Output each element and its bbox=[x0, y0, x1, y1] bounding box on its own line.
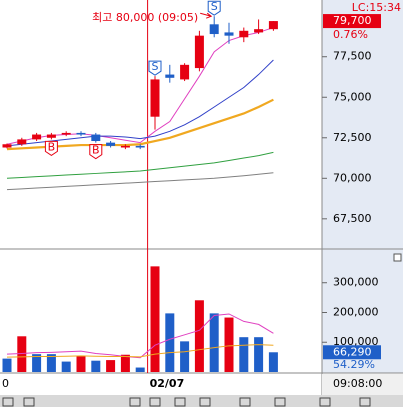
pane-menu-icon[interactable] bbox=[393, 253, 402, 262]
y-tick-label: 70,000 bbox=[333, 171, 372, 184]
volume-bar bbox=[46, 354, 56, 372]
volume-bar bbox=[32, 354, 42, 372]
candle-body bbox=[239, 30, 249, 38]
current-volume-label: 66,290 bbox=[333, 345, 372, 358]
tool-icon[interactable] bbox=[129, 397, 141, 407]
candle-body bbox=[150, 79, 160, 117]
last-update: LC:15:34 bbox=[352, 1, 401, 14]
toolbar bbox=[0, 395, 403, 407]
tool-icon[interactable] bbox=[2, 397, 14, 407]
candle-body bbox=[91, 134, 101, 142]
signal-marker bbox=[148, 60, 162, 76]
candle-body bbox=[61, 132, 71, 135]
high-annotation: 최고 80,000 (09:05) bbox=[92, 11, 198, 24]
signal-marker bbox=[44, 140, 58, 156]
tool-icon[interactable] bbox=[174, 397, 186, 407]
volume-average-line bbox=[6, 344, 274, 358]
volume-bar bbox=[254, 337, 264, 372]
moving-average-line bbox=[6, 151, 274, 179]
candle-body bbox=[254, 29, 264, 33]
signal-marker bbox=[207, 0, 221, 16]
y-tick-label: 77,500 bbox=[333, 50, 372, 63]
y-tick-label: 300,000 bbox=[333, 276, 379, 289]
current-volume-box bbox=[323, 345, 381, 360]
signal-label: S bbox=[211, 0, 218, 13]
volume-bar bbox=[239, 337, 249, 372]
price-axis-panel bbox=[322, 0, 403, 373]
volume-ratio: 54.29% bbox=[333, 358, 375, 371]
candle-body bbox=[224, 32, 234, 36]
candle-body bbox=[46, 134, 56, 138]
volume-bar bbox=[224, 317, 234, 372]
tool-icon[interactable] bbox=[274, 397, 286, 407]
volume-average-line bbox=[6, 313, 274, 359]
volume-bar bbox=[150, 266, 160, 372]
volume-bar bbox=[61, 361, 71, 372]
volume-bar bbox=[91, 360, 101, 372]
volume-bar bbox=[76, 355, 86, 372]
candle-body bbox=[17, 139, 27, 145]
volume-bar bbox=[180, 341, 190, 372]
candle-body bbox=[120, 145, 130, 148]
current-price-box bbox=[323, 14, 381, 29]
signal-label: B bbox=[48, 140, 56, 153]
tool-icon[interactable] bbox=[359, 397, 371, 407]
moving-average-line bbox=[6, 172, 274, 191]
tool-icon[interactable] bbox=[199, 397, 211, 407]
tool-icon[interactable] bbox=[239, 397, 251, 407]
y-tick-label: 67,500 bbox=[333, 212, 372, 225]
tool-icon[interactable] bbox=[149, 397, 161, 407]
x-tick-label: 02/07 bbox=[150, 377, 185, 390]
volume-bar bbox=[17, 336, 27, 372]
candle-body bbox=[2, 144, 12, 148]
volume-bar bbox=[194, 300, 204, 372]
y-tick-label: 75,000 bbox=[333, 90, 372, 103]
current-price-label: 79,700 bbox=[333, 14, 372, 27]
volume-bar bbox=[165, 313, 175, 372]
volume-bar bbox=[106, 360, 116, 372]
toolbar-icons bbox=[2, 397, 371, 407]
candle-body bbox=[76, 132, 86, 135]
candle-body bbox=[268, 21, 278, 30]
high-arrow bbox=[200, 12, 213, 19]
tool-icon[interactable] bbox=[23, 397, 35, 407]
signal-label: B bbox=[92, 144, 100, 157]
candle-body bbox=[209, 24, 219, 35]
volume-bar bbox=[2, 358, 12, 372]
x-tick-label: 0 bbox=[2, 377, 9, 390]
volume-bar bbox=[135, 367, 145, 372]
signal-marker bbox=[89, 144, 103, 160]
volume-bar bbox=[209, 313, 219, 372]
candle-body bbox=[135, 145, 145, 148]
candle-body bbox=[165, 74, 175, 78]
y-tick-label: 100,000 bbox=[333, 335, 379, 348]
candle-body bbox=[194, 35, 204, 69]
y-tick-label: 200,000 bbox=[333, 305, 379, 318]
signal-label: S bbox=[152, 60, 159, 73]
tool-icon[interactable] bbox=[319, 397, 331, 407]
cursor-time-cell bbox=[322, 374, 403, 395]
y-tick-label: 72,500 bbox=[333, 131, 372, 144]
candle-body bbox=[180, 64, 190, 80]
cursor-time: 09:08:00 bbox=[333, 377, 382, 390]
price-change: 0.76% bbox=[333, 28, 368, 41]
candle-body bbox=[32, 134, 42, 140]
volume-bar bbox=[268, 352, 278, 372]
volume-bar bbox=[120, 354, 130, 372]
candle-body bbox=[106, 142, 116, 146]
